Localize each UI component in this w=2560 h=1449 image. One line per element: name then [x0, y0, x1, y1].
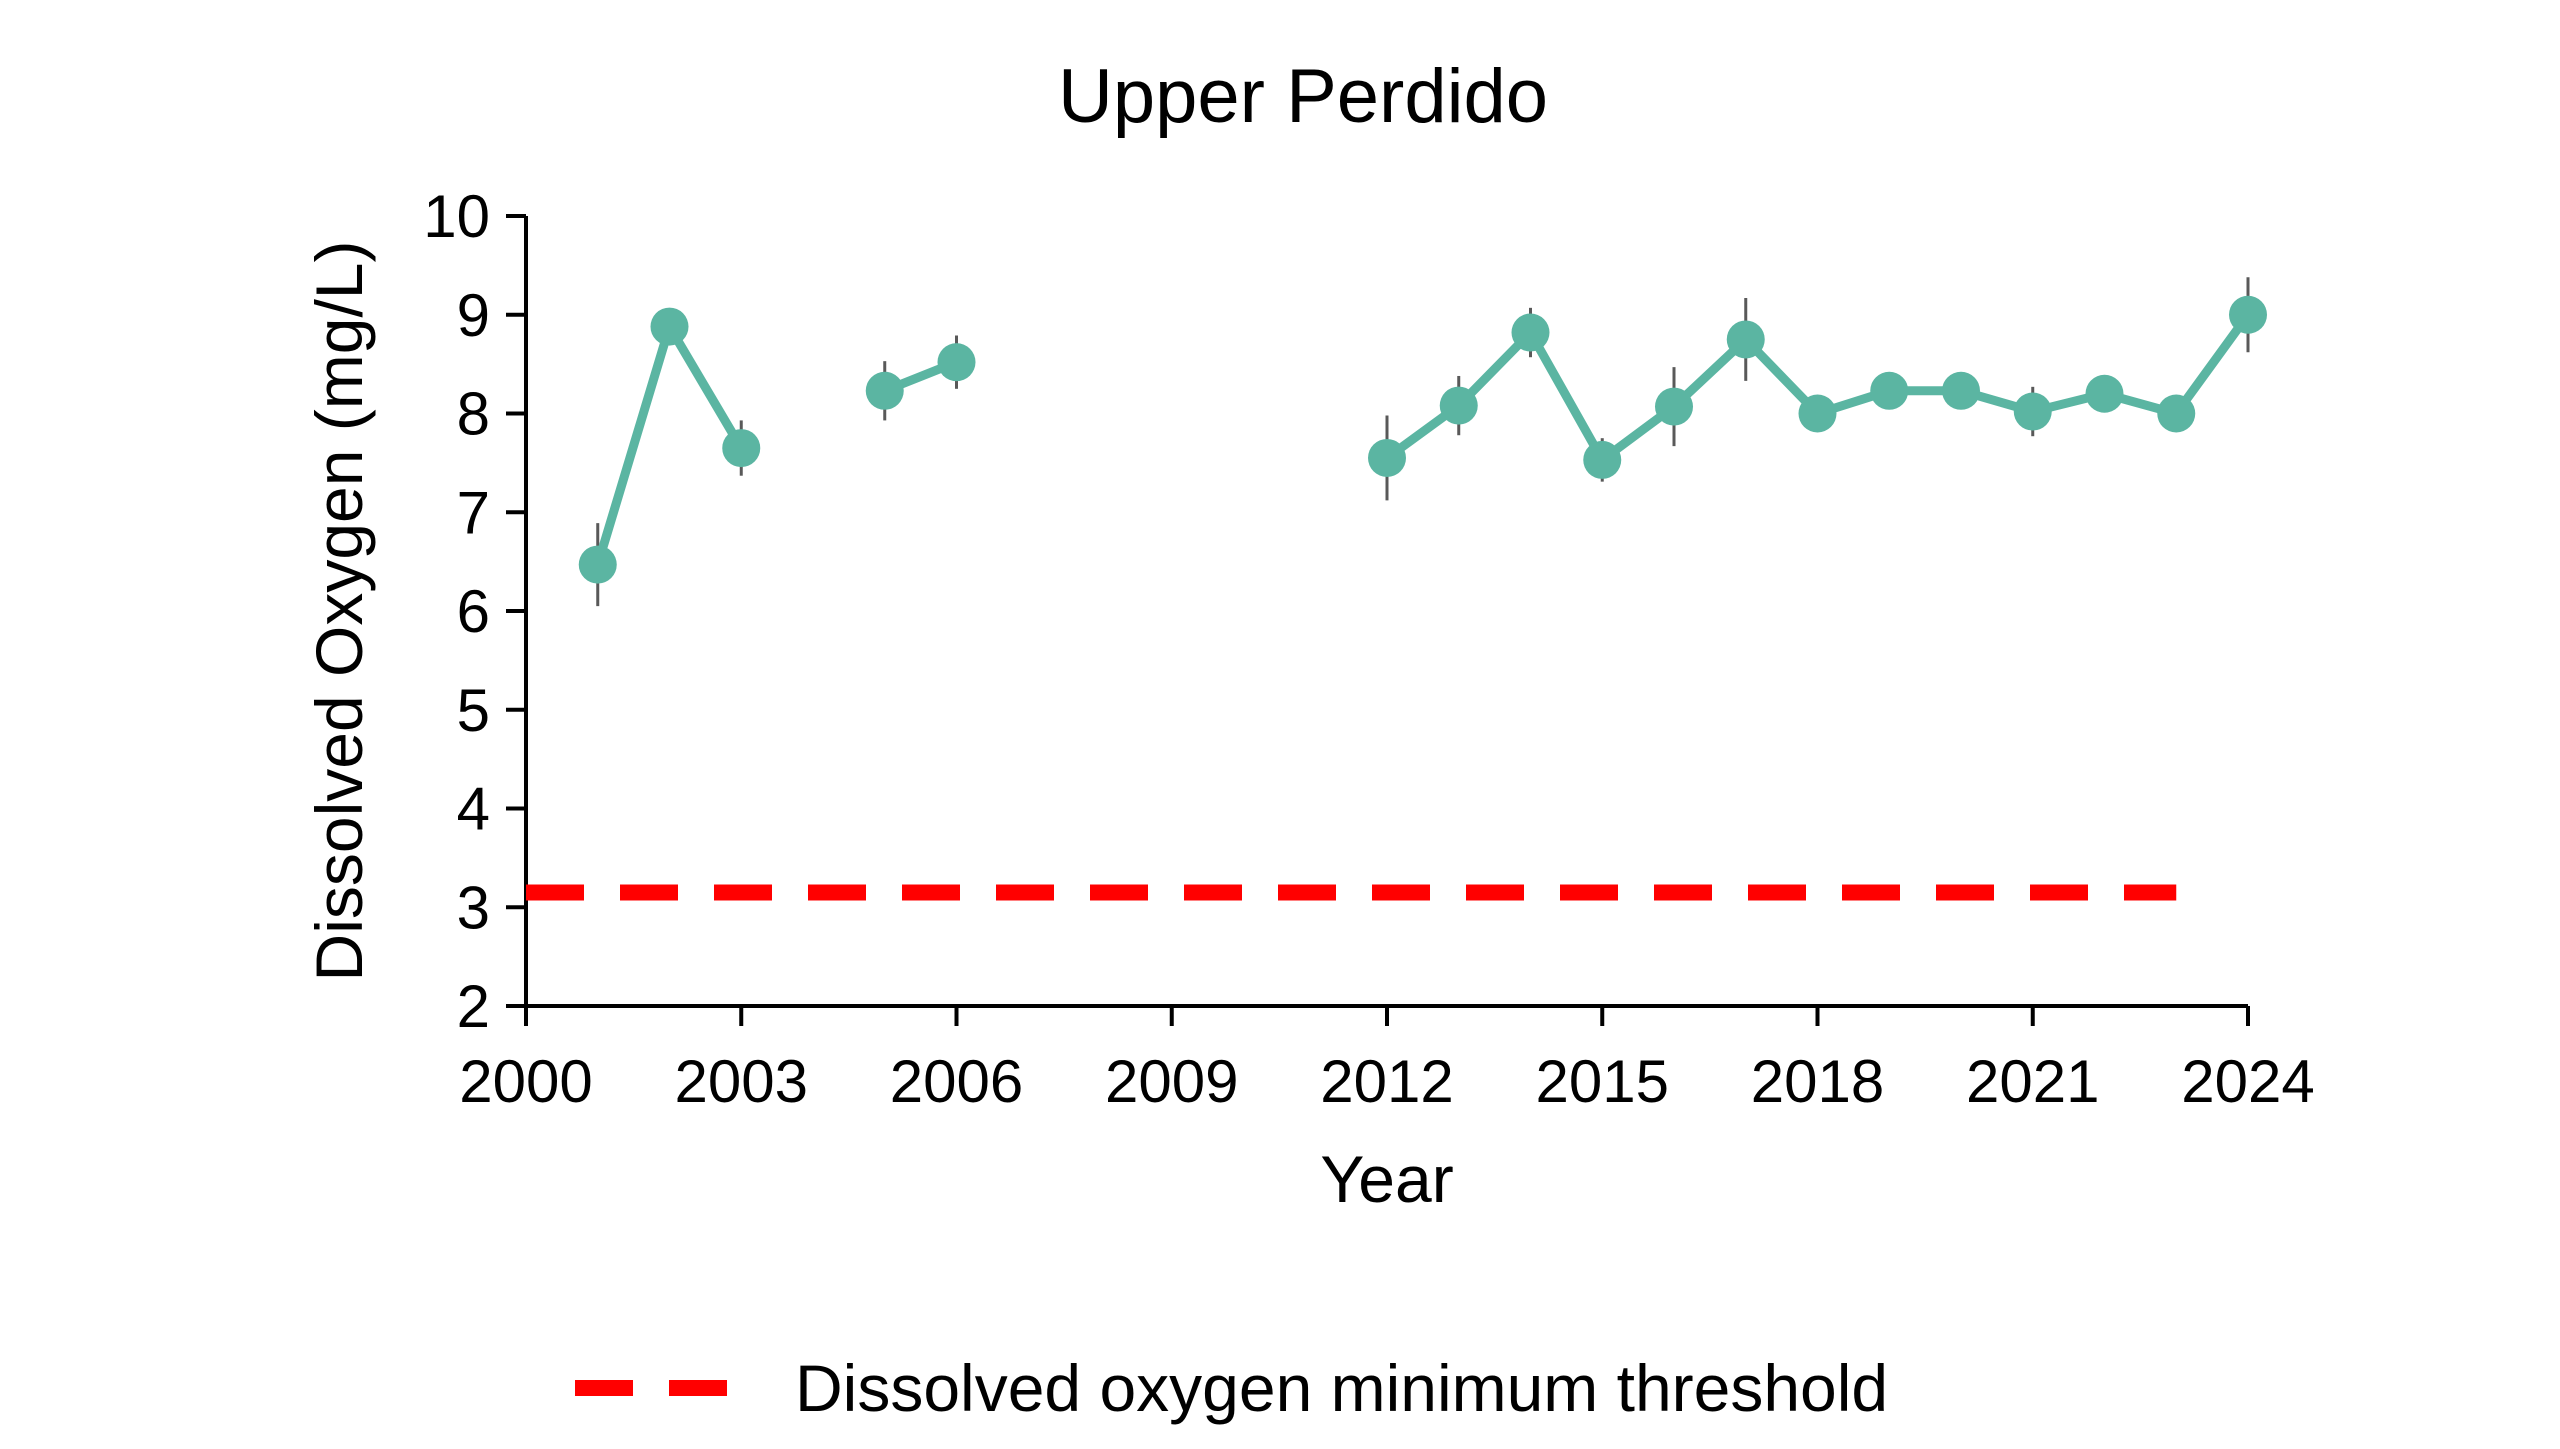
x-tick-label: 2009	[1105, 1048, 1238, 1115]
data-point	[2013, 392, 2052, 431]
series-lines	[593, 310, 2253, 570]
data-point	[937, 343, 976, 382]
x-tick-label: 2012	[1320, 1048, 1453, 1115]
y-tick-label: 10	[423, 183, 490, 250]
data-point	[1511, 313, 1550, 352]
x-tick-label: 2021	[1966, 1048, 2099, 1115]
x-tick-label: 2024	[2181, 1048, 2314, 1115]
data-point	[722, 429, 761, 468]
y-tick-label: 5	[457, 677, 490, 744]
data-point	[1439, 386, 1478, 425]
data-point	[650, 307, 689, 346]
chart-title: Upper Perdido	[1058, 54, 1548, 139]
y-axis-ticks: 2 3 4 5 6 7 8 9 10	[423, 183, 526, 1040]
y-tick-label: 9	[457, 282, 490, 349]
data-point	[2157, 394, 2196, 433]
x-tick-label: 2006	[890, 1048, 1023, 1115]
data-point	[2229, 295, 2267, 334]
y-axis-title: Dissolved Oxygen (mg/L)	[302, 241, 376, 982]
data-point	[1655, 387, 1693, 426]
x-tick-label: 2003	[675, 1048, 808, 1115]
error-bars	[596, 277, 2250, 607]
series-line-segment	[593, 322, 746, 570]
series-points	[578, 295, 2267, 584]
data-point	[1942, 371, 1980, 410]
data-point	[865, 371, 904, 410]
legend: Dissolved oxygen minimum threshold	[575, 1351, 1888, 1425]
data-point	[1870, 371, 1909, 410]
data-point	[1368, 438, 1406, 477]
data-point	[578, 545, 617, 584]
data-point	[1583, 440, 1622, 479]
x-axis-title: Year	[1320, 1142, 1453, 1216]
data-point	[2085, 374, 2124, 413]
legend-label-threshold: Dissolved oxygen minimum threshold	[795, 1351, 1888, 1425]
y-tick-label: 6	[457, 578, 490, 645]
y-tick-label: 3	[457, 874, 490, 941]
x-tick-label: 2018	[1751, 1048, 1884, 1115]
x-tick-label: 2000	[459, 1048, 592, 1115]
y-tick-label: 8	[457, 381, 490, 448]
x-tick-label: 2015	[1536, 1048, 1669, 1115]
data-point	[1726, 320, 1765, 359]
y-tick-label: 4	[457, 776, 490, 843]
y-tick-label: 2	[457, 973, 490, 1040]
y-tick-label: 7	[457, 479, 490, 546]
data-point	[1798, 394, 1837, 433]
x-axis-ticks: 2000 2003 2006 2009 2012 2015 2018 2021 2024	[459, 1006, 2315, 1115]
